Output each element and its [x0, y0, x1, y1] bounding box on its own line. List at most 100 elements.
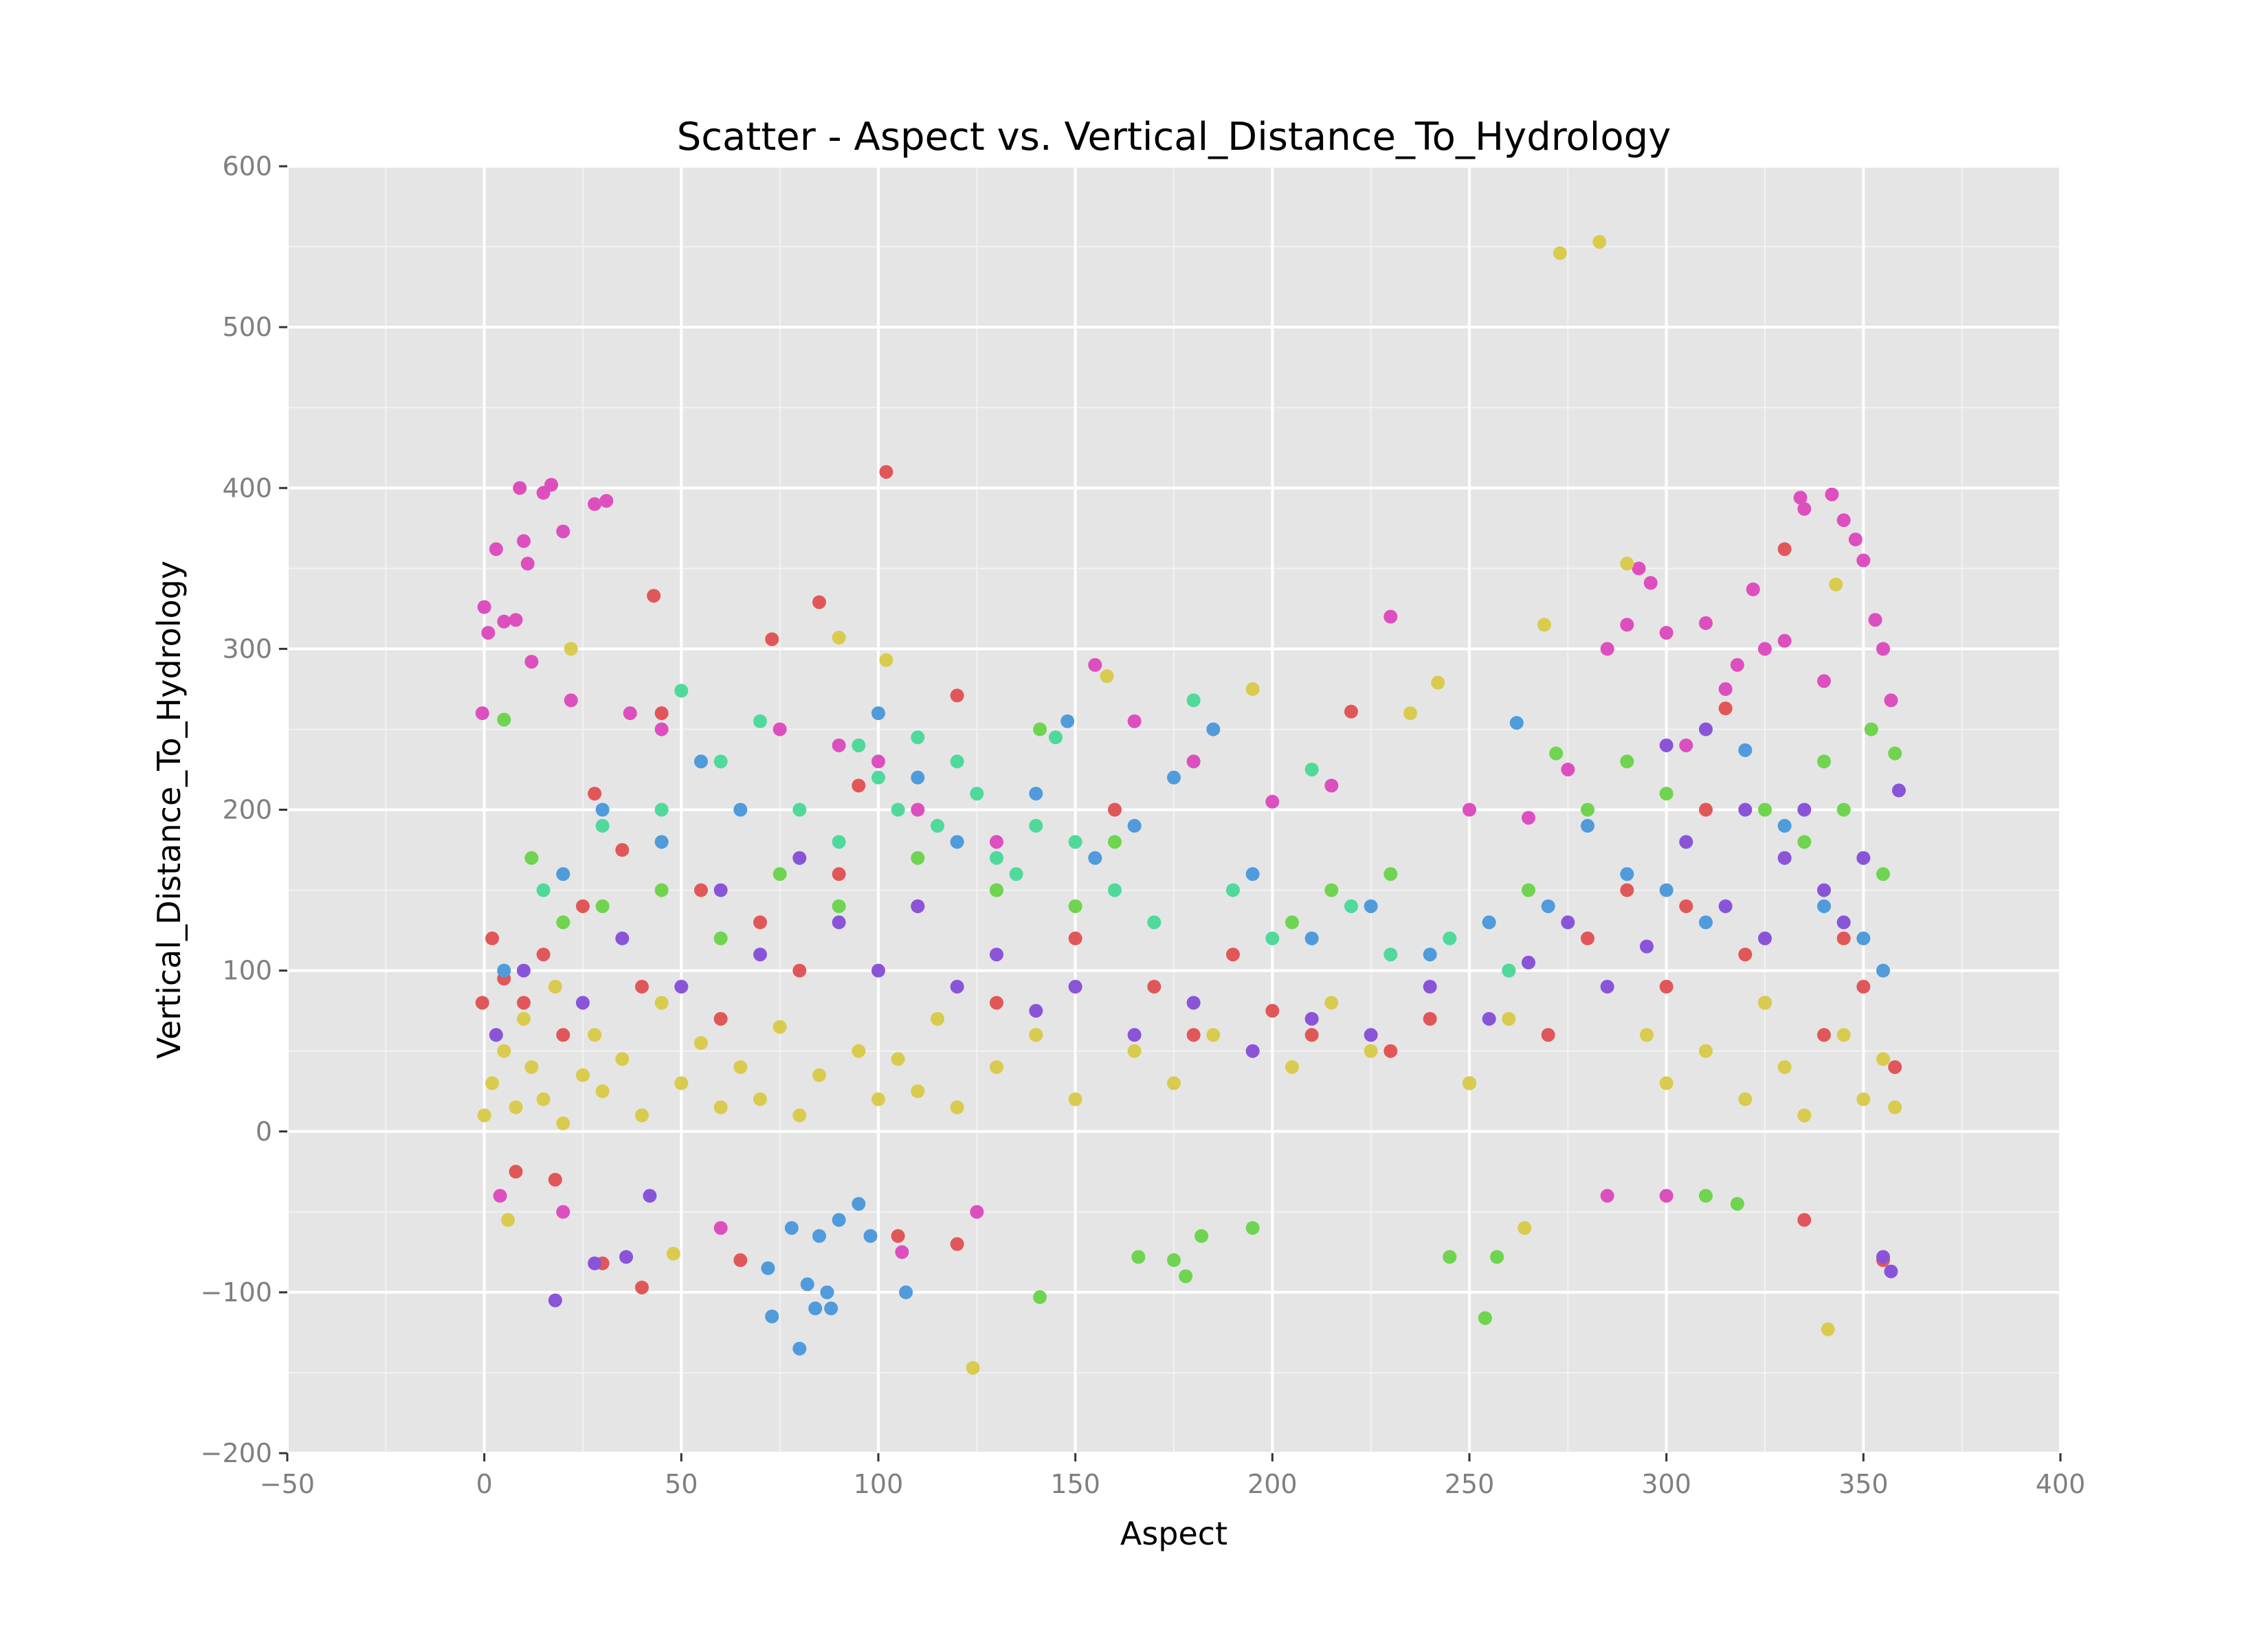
y-tick-label: 600 — [222, 151, 272, 181]
data-point — [1541, 899, 1555, 913]
data-point — [544, 478, 559, 492]
data-point — [513, 481, 527, 495]
data-point — [509, 1165, 523, 1179]
data-point — [1029, 787, 1043, 801]
data-point — [1856, 980, 1871, 994]
data-point — [1876, 1052, 1890, 1066]
data-point — [576, 899, 590, 913]
data-point — [1718, 899, 1733, 913]
data-point — [548, 980, 562, 994]
data-point — [812, 1229, 826, 1243]
data-point — [1088, 658, 1102, 672]
data-point — [871, 963, 885, 978]
data-point — [1718, 682, 1733, 696]
data-point — [1758, 642, 1772, 656]
data-point — [713, 1011, 728, 1026]
data-point — [1600, 1189, 1614, 1203]
data-point — [1848, 532, 1863, 547]
data-point — [1856, 553, 1871, 568]
data-point — [1718, 702, 1733, 716]
data-point — [1482, 1011, 1496, 1026]
data-point — [643, 1189, 657, 1203]
data-point — [1888, 1060, 1902, 1075]
data-point — [1730, 1197, 1744, 1211]
data-point — [1699, 616, 1713, 630]
data-point — [970, 787, 984, 801]
data-point — [595, 803, 610, 817]
data-point — [1029, 1028, 1043, 1042]
data-point — [564, 642, 578, 656]
y-axis-title: Vertical_Distance_To_Hydrology — [151, 561, 188, 1059]
data-point — [588, 1256, 602, 1270]
data-point — [1561, 762, 1575, 776]
data-point — [517, 534, 531, 548]
data-point — [548, 1293, 562, 1308]
major-gridlines — [286, 165, 2062, 1455]
data-point — [556, 915, 570, 930]
data-point — [1679, 835, 1693, 849]
data-point — [1304, 762, 1319, 776]
data-point — [1777, 542, 1792, 557]
data-point — [536, 947, 551, 962]
data-point — [1758, 803, 1772, 817]
data-point — [1147, 980, 1161, 994]
data-point — [824, 1301, 838, 1316]
data-point — [990, 883, 1003, 897]
data-point — [1245, 867, 1260, 882]
data-point — [784, 1221, 799, 1235]
data-point — [1423, 947, 1437, 962]
data-point — [733, 803, 748, 817]
data-point — [911, 803, 925, 817]
data-point — [1876, 1250, 1890, 1264]
data-point — [694, 1035, 708, 1050]
data-point — [1245, 1221, 1260, 1235]
data-point — [772, 867, 787, 882]
data-point — [911, 851, 925, 865]
data-point — [1817, 674, 1831, 688]
data-point — [1147, 915, 1161, 930]
data-point — [1600, 642, 1614, 656]
x-tick-label: 300 — [1641, 1469, 1691, 1499]
data-point — [475, 706, 489, 721]
x-tick-label: 0 — [476, 1469, 493, 1499]
data-point — [1600, 980, 1614, 994]
data-point — [1167, 1076, 1181, 1090]
data-point — [1699, 803, 1713, 817]
data-point — [852, 778, 866, 793]
data-point — [1364, 1044, 1378, 1058]
data-point — [1265, 794, 1280, 809]
data-point — [1864, 722, 1878, 737]
data-point — [1088, 851, 1102, 865]
data-point — [911, 899, 925, 913]
data-point — [1206, 722, 1221, 737]
data-point — [871, 706, 885, 721]
data-point — [1226, 947, 1240, 962]
data-point — [1537, 618, 1551, 632]
data-point — [832, 1213, 846, 1227]
data-point — [1659, 787, 1674, 801]
data-point — [485, 1076, 500, 1090]
data-point — [753, 947, 767, 962]
data-point — [950, 1100, 964, 1114]
x-tick-label: 50 — [665, 1469, 698, 1499]
data-point — [1383, 867, 1398, 882]
data-point — [1659, 1189, 1674, 1203]
data-point — [1127, 1028, 1142, 1042]
data-point — [899, 1285, 913, 1299]
data-point — [1364, 899, 1378, 913]
data-point — [931, 818, 944, 833]
data-point — [576, 1068, 590, 1082]
data-point — [1836, 931, 1851, 945]
data-point — [493, 1189, 507, 1203]
data-point — [950, 754, 964, 769]
data-point — [619, 1250, 634, 1264]
data-point — [832, 738, 846, 752]
data-point — [1640, 939, 1654, 954]
data-point — [1226, 883, 1240, 897]
data-point — [1758, 931, 1772, 945]
data-point — [812, 1068, 826, 1082]
data-point — [556, 1028, 570, 1042]
data-point — [990, 996, 1003, 1010]
data-point — [1868, 613, 1882, 627]
